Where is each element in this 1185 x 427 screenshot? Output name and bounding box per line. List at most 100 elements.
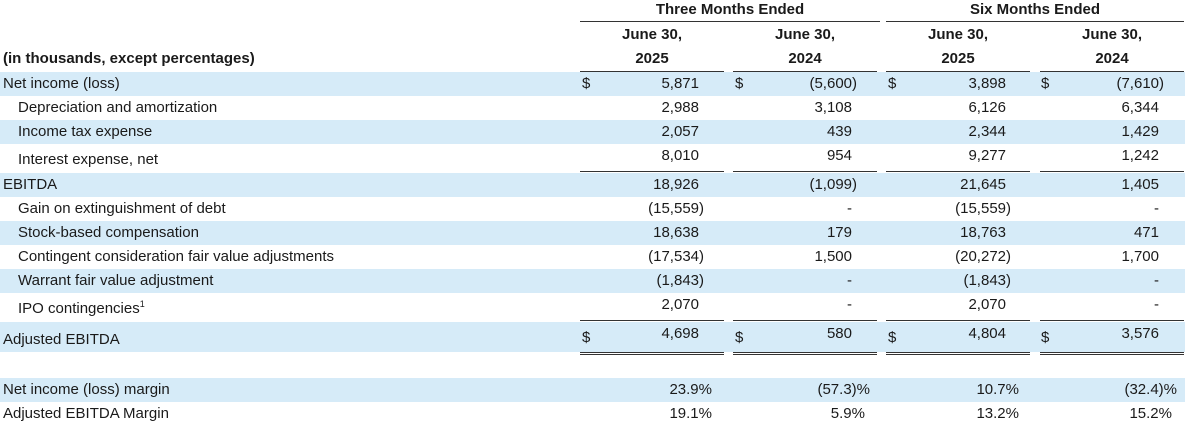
table-row-ebitda: EBITDA 18,926 (1,099) 21,645 1,405 [0,173,1185,197]
row-label: Adjusted EBITDA [3,331,120,348]
value-6m-2024: (7,610) [1116,75,1164,92]
table-row-adjusted-ebitda-margin: Adjusted EBITDA Margin 19.1% 5.9% 13.2% … [0,402,1185,426]
value-6m-2025: 2,344 [968,123,1006,140]
col3-header-line2: 2025 [941,50,975,67]
value-6m-2025: 13.2% [976,405,1019,422]
col4-header-rule [1040,71,1184,72]
subtotal-rule [886,171,1030,172]
col2-header-line2: 2024 [788,50,822,67]
dollar-sign: $ [582,75,591,92]
dollar-sign: $ [888,75,897,92]
value-6m-2025: (20,272) [955,248,1011,265]
row-label: Warrant fair value adjustment [18,272,214,289]
value-6m-2024: 1,405 [1121,176,1159,193]
value-3m-2024: - [847,272,852,289]
row-label: IPO contingencies1 [18,297,145,321]
value-3m-2024: 179 [826,224,852,241]
table-row-net-income-margin: Net income (loss) margin 23.9% (57.3)% 1… [0,378,1185,402]
value-6m-2025: 4,804 [968,325,1006,342]
table-row-depreciation: Depreciation and amortization 2,988 3,10… [0,96,1185,120]
value-3m-2024: - [847,296,852,313]
col1-header-line2: 2025 [635,50,669,67]
row-label: Gain on extinguishment of debt [18,200,226,217]
dollar-sign: $ [582,329,591,346]
row-label: Net income (loss) margin [3,381,170,398]
total-double-rule [733,352,877,355]
value-3m-2025: 8,010 [661,147,699,164]
value-3m-2024: (5,600) [809,75,857,92]
value-3m-2025: (17,534) [648,248,704,265]
subtotal-rule [733,171,877,172]
footnote-marker: 1 [139,299,145,309]
row-label: Interest expense, net [18,151,159,168]
value-3m-2025: 2,057 [661,123,699,140]
row-label: Depreciation and amortization [18,99,218,116]
value-3m-2024: 1,500 [814,248,852,265]
dollar-sign: $ [888,329,897,346]
col4-header-line1: June 30, [1081,26,1143,43]
header-three-months: Three Months Ended [655,1,805,18]
dollar-sign: $ [735,329,744,346]
value-6m-2025: (1,843) [963,272,1011,289]
value-6m-2024: 1,242 [1121,147,1159,164]
value-6m-2024: 3,576 [1121,325,1159,342]
subtotal-rule [1040,320,1184,321]
value-3m-2024: - [847,200,852,217]
value-3m-2024: (57.3)% [817,381,870,398]
value-6m-2024: - [1154,296,1159,313]
value-3m-2024: 3,108 [814,99,852,116]
col1-header-rule [580,71,724,72]
row-label: EBITDA [3,176,58,193]
value-3m-2025: 2,070 [661,296,699,313]
table-row-interest: Interest expense, net 8,010 954 9,277 1,… [0,144,1185,172]
value-6m-2025: 3,898 [968,75,1006,92]
table-row-adjusted-ebitda: Adjusted EBITDA $ 4,698 $ 580 $ 4,804 $ … [0,322,1185,352]
value-6m-2025: 9,277 [968,147,1006,164]
col4-header-line2: 2024 [1095,50,1129,67]
value-3m-2024: 439 [826,123,852,140]
header-six-months: Six Months Ended [969,1,1100,18]
value-3m-2024: (1,099) [809,176,857,193]
table-row-contingent: Contingent consideration fair value adju… [0,245,1185,269]
value-3m-2025: 18,638 [653,224,699,241]
col2-header-rule [733,71,877,72]
subtotal-rule [580,320,724,321]
value-6m-2025: 18,763 [960,224,1006,241]
value-6m-2024: 6,344 [1121,99,1159,116]
dollar-sign: $ [1041,329,1050,346]
col2-header-line1: June 30, [774,26,836,43]
value-3m-2024: 5.9% [830,405,865,422]
value-6m-2025: 6,126 [968,99,1006,116]
value-6m-2024: (32.4)% [1124,381,1177,398]
units-label: (in thousands, except percentages) [3,50,255,67]
value-3m-2024: 954 [826,147,852,164]
row-label: Contingent consideration fair value adju… [18,248,335,265]
total-double-rule [1040,352,1184,355]
value-6m-2024: 471 [1133,224,1159,241]
header-six-months-rule [886,21,1184,22]
row-label-text: IPO contingencies [18,300,140,317]
table-row-income-tax: Income tax expense 2,057 439 2,344 1,429 [0,120,1185,144]
value-6m-2024: 15.2% [1129,405,1172,422]
dollar-sign: $ [1041,75,1050,92]
value-3m-2025: 18,926 [653,176,699,193]
value-3m-2025: 19.1% [669,405,712,422]
value-3m-2025: (1,843) [656,272,704,289]
dollar-sign: $ [735,75,744,92]
row-label: Adjusted EBITDA Margin [3,405,169,422]
value-3m-2025: 5,871 [661,75,699,92]
value-3m-2025: 23.9% [669,381,712,398]
table-row-gain-debt: Gain on extinguishment of debt (15,559) … [0,197,1185,221]
value-3m-2025: (15,559) [648,200,704,217]
value-3m-2025: 4,698 [661,325,699,342]
value-3m-2025: 2,988 [661,99,699,116]
value-6m-2024: - [1154,200,1159,217]
subtotal-rule [886,320,1030,321]
row-label: Net income (loss) [3,75,120,92]
table-row-warrant: Warrant fair value adjustment (1,843) - … [0,269,1185,293]
value-6m-2025: 2,070 [968,296,1006,313]
table-row-net-income: Net income (loss) $ 5,871 $ (5,600) $ 3,… [0,72,1185,96]
subtotal-rule [1040,171,1184,172]
subtotal-rule [580,171,724,172]
value-3m-2024: 580 [826,325,852,342]
